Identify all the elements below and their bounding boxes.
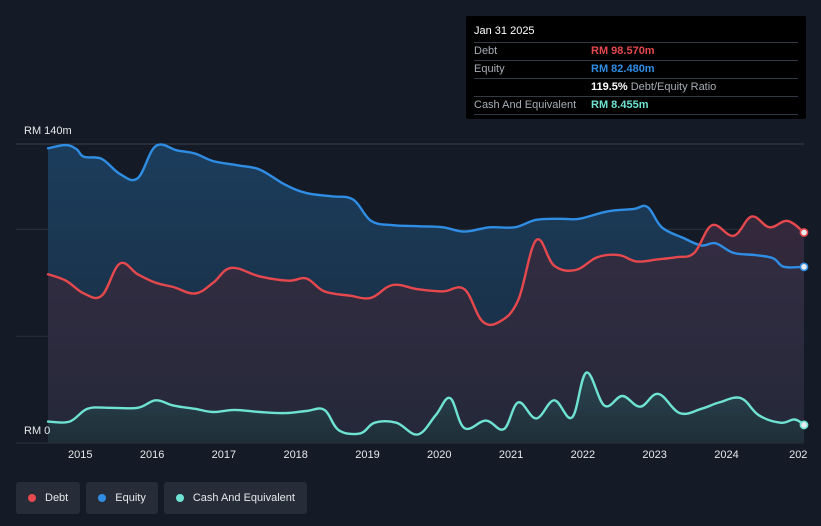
chart-lines — [46, 143, 806, 436]
tooltip-row-debt: Debt RM 98.570m — [474, 43, 798, 61]
tooltip-row-cash: Cash And Equivalent RM 8.455m — [474, 97, 798, 115]
chart-tooltip: Jan 31 2025 Debt RM 98.570m Equity RM 82… — [466, 16, 806, 119]
cash-area — [48, 372, 804, 443]
debt-area — [48, 216, 804, 443]
chart-legend: Debt Equity Cash And Equivalent — [16, 482, 307, 514]
x-tick-label: 202 — [789, 449, 808, 461]
legend-item-equity[interactable]: Equity — [86, 482, 158, 514]
debt-dot-icon — [28, 494, 36, 502]
x-tick-label: 2018 — [283, 449, 308, 461]
tooltip-debt-value: RM 98.570m — [591, 45, 655, 57]
tooltip-row-equity: Equity RM 82.480m — [474, 61, 798, 79]
x-tick-label: 2019 — [355, 449, 380, 461]
debt-line — [46, 215, 806, 327]
cash-line — [46, 371, 806, 436]
tooltip-cash-label: Cash And Equivalent — [474, 99, 577, 111]
legend-item-debt[interactable]: Debt — [16, 482, 81, 514]
tooltip-ratio-caption: Debt/Equity Ratio — [630, 81, 717, 93]
equity-dot-icon — [98, 494, 107, 502]
tooltip-ratio-label — [474, 79, 591, 96]
x-tick-label: 2024 — [714, 449, 739, 461]
x-tick-label: 2017 — [211, 449, 237, 461]
chart-areas — [48, 144, 804, 443]
equity-line — [46, 143, 806, 269]
legend-cash-label: Cash And Equivalent — [192, 492, 295, 504]
legend-debt-label: Debt — [45, 492, 69, 504]
tooltip-equity-label: Equity — [474, 63, 505, 75]
tooltip-ratio-value: 119.5% — [591, 81, 628, 93]
x-tick-label: 2023 — [642, 449, 667, 461]
chart-end-markers — [799, 228, 809, 430]
x-tick-label: 2020 — [427, 449, 452, 461]
x-tick-label: 2015 — [68, 449, 93, 461]
tooltip-row-ratio: 119.5% Debt/Equity Ratio — [474, 79, 798, 97]
debt-end-marker — [799, 228, 809, 237]
tooltip-date: Jan 31 2025 — [474, 22, 798, 43]
legend-item-cash[interactable]: Cash And Equivalent — [163, 482, 307, 514]
y-axis-top-label: RM 140m — [24, 125, 72, 137]
legend-equity-label: Equity — [115, 492, 146, 504]
x-tick-label: 2021 — [498, 449, 524, 461]
y-axis-bottom-label: RM 0 — [24, 425, 51, 437]
tooltip-debt-label: Debt — [474, 45, 498, 57]
tooltip-equity-value: RM 82.480m — [591, 63, 655, 75]
x-tick-label: 2022 — [570, 449, 596, 461]
cash-dot-icon — [175, 494, 184, 502]
equity-end-marker — [799, 262, 809, 272]
cash-end-marker — [799, 420, 809, 430]
tooltip-cash-value: RM 8.455m — [591, 99, 649, 111]
x-tick-label: 2016 — [139, 449, 165, 461]
